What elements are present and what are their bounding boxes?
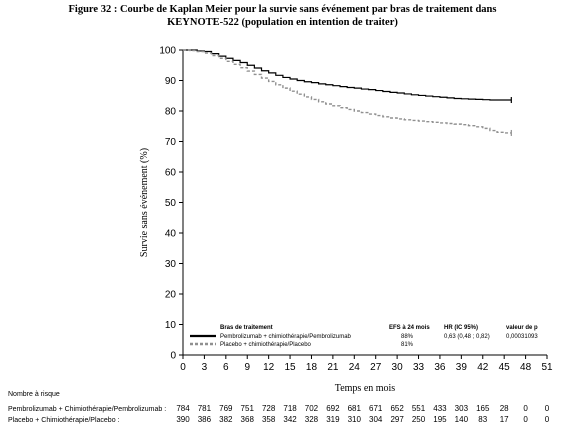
series-layer xyxy=(183,49,512,136)
legend-efs-1: 88% xyxy=(401,334,414,340)
risk-value-1-0: 784 xyxy=(176,404,190,413)
y-tick-label-10: 10 xyxy=(165,320,177,331)
risk-value-2-3: 368 xyxy=(241,415,255,424)
x-axis-title: Temps en mois xyxy=(335,383,396,394)
x-tick-label-21: 21 xyxy=(327,362,339,373)
risk-value-1-10: 652 xyxy=(390,404,404,413)
risk-value-2-1: 386 xyxy=(198,415,212,424)
risk-value-2-7: 319 xyxy=(326,415,340,424)
risk-value-2-16: 0 xyxy=(523,415,528,424)
legend-header-p: valeur de p xyxy=(506,325,538,331)
risk-row-label-1: Pembrolizumab + Chimiothérapie/Pembroliz… xyxy=(8,406,166,413)
risk-value-1-7: 692 xyxy=(326,404,340,413)
risk-table-title: Nombre à risque xyxy=(8,391,60,398)
risk-value-1-6: 702 xyxy=(305,404,319,413)
risk-value-1-16: 0 xyxy=(523,404,528,413)
legend-label-1: Pembrolizumab + chimiothérapie/Pembroliz… xyxy=(220,334,352,340)
y-tick-label-80: 80 xyxy=(165,107,177,118)
x-tick-label-3: 3 xyxy=(202,362,208,373)
risk-value-2-10: 297 xyxy=(390,415,404,424)
x-tick-label-48: 48 xyxy=(520,362,532,373)
y-tick-label-60: 60 xyxy=(165,168,177,179)
legend-label-2: Placebo + chimiothérapie/Placebo xyxy=(220,342,312,348)
risk-value-1-9: 671 xyxy=(369,404,383,413)
risk-value-1-15: 28 xyxy=(500,404,509,413)
x-tick-label-27: 27 xyxy=(370,362,382,373)
x-tick-label-9: 9 xyxy=(244,362,250,373)
risk-value-1-8: 681 xyxy=(348,404,362,413)
legend-header-arm: Bras de traitement xyxy=(220,325,273,331)
risk-value-1-4: 728 xyxy=(262,404,276,413)
x-tick-label-33: 33 xyxy=(413,362,425,373)
x-tick-label-12: 12 xyxy=(263,362,275,373)
y-axis-title: Survie sans événement (%) xyxy=(139,148,150,257)
x-tick-label-24: 24 xyxy=(349,362,361,373)
risk-value-2-6: 328 xyxy=(305,415,319,424)
risk-value-2-14: 83 xyxy=(478,415,487,424)
risk-value-2-9: 304 xyxy=(369,415,383,424)
legend: Bras de traitement EFS à 24 mois HR (IC 95… xyxy=(190,325,538,348)
risk-value-2-8: 310 xyxy=(348,415,362,424)
y-tick-label-40: 40 xyxy=(165,229,177,240)
x-tick-label-6: 6 xyxy=(223,362,229,373)
figure-title: Figure 32 : Courbe de Kaplan Meier pour … xyxy=(0,3,565,29)
risk-value-1-3: 751 xyxy=(241,404,255,413)
risk-table: Nombre à risque Pembrolizumab + Chimiothé… xyxy=(8,391,550,424)
y-tick-label-90: 90 xyxy=(165,76,177,87)
series-line-2 xyxy=(183,49,512,134)
y-tick-label-50: 50 xyxy=(165,198,177,209)
series-line-1 xyxy=(183,49,512,101)
risk-value-2-12: 195 xyxy=(433,415,447,424)
y-tick-label-20: 20 xyxy=(165,290,177,301)
x-tick-label-0: 0 xyxy=(180,362,186,373)
x-tick-label-36: 36 xyxy=(434,362,446,373)
x-tick-label-15: 15 xyxy=(284,362,296,373)
legend-hr-1: 0,63 (0,48 ; 0,82) xyxy=(444,334,490,340)
risk-value-1-17: 0 xyxy=(545,404,550,413)
risk-value-2-15: 17 xyxy=(500,415,509,424)
x-tick-label-45: 45 xyxy=(499,362,511,373)
x-tick-label-42: 42 xyxy=(477,362,489,373)
legend-efs-2: 81% xyxy=(401,342,414,348)
risk-value-1-1: 781 xyxy=(198,404,212,413)
risk-value-2-2: 382 xyxy=(219,415,233,424)
risk-value-1-13: 303 xyxy=(455,404,469,413)
risk-value-2-17: 0 xyxy=(545,415,550,424)
y-tick-label-100: 100 xyxy=(159,46,176,57)
risk-value-1-12: 433 xyxy=(433,404,447,413)
x-tick-label-30: 30 xyxy=(392,362,404,373)
risk-value-2-11: 250 xyxy=(412,415,426,424)
y-tick-label-70: 70 xyxy=(165,137,177,148)
y-tick-label-0: 0 xyxy=(170,351,176,362)
risk-value-1-14: 165 xyxy=(476,404,490,413)
legend-p-1: 0,00031093 xyxy=(506,334,538,340)
figure-title-line-1: Figure 32 : Courbe de Kaplan Meier pour … xyxy=(68,4,497,15)
risk-row-label-2: Placebo + Chimiothérapie/Placebo : xyxy=(8,417,120,424)
risk-value-1-2: 769 xyxy=(219,404,233,413)
x-tick-label-39: 39 xyxy=(456,362,468,373)
risk-value-2-4: 358 xyxy=(262,415,276,424)
legend-header-efs: EFS à 24 mois xyxy=(389,325,430,331)
legend-header-hr: HR (IC 95%) xyxy=(444,325,478,331)
risk-value-2-5: 342 xyxy=(283,415,297,424)
risk-value-1-11: 551 xyxy=(412,404,426,413)
risk-value-2-0: 390 xyxy=(176,415,190,424)
y-tick-label-30: 30 xyxy=(165,259,177,270)
figure-title-line-2: KEYNOTE-522 (population en intention de … xyxy=(167,17,398,28)
x-tick-label-18: 18 xyxy=(306,362,318,373)
x-tick-label-51: 51 xyxy=(541,362,553,373)
risk-value-2-13: 140 xyxy=(455,415,469,424)
risk-value-1-5: 718 xyxy=(283,404,297,413)
